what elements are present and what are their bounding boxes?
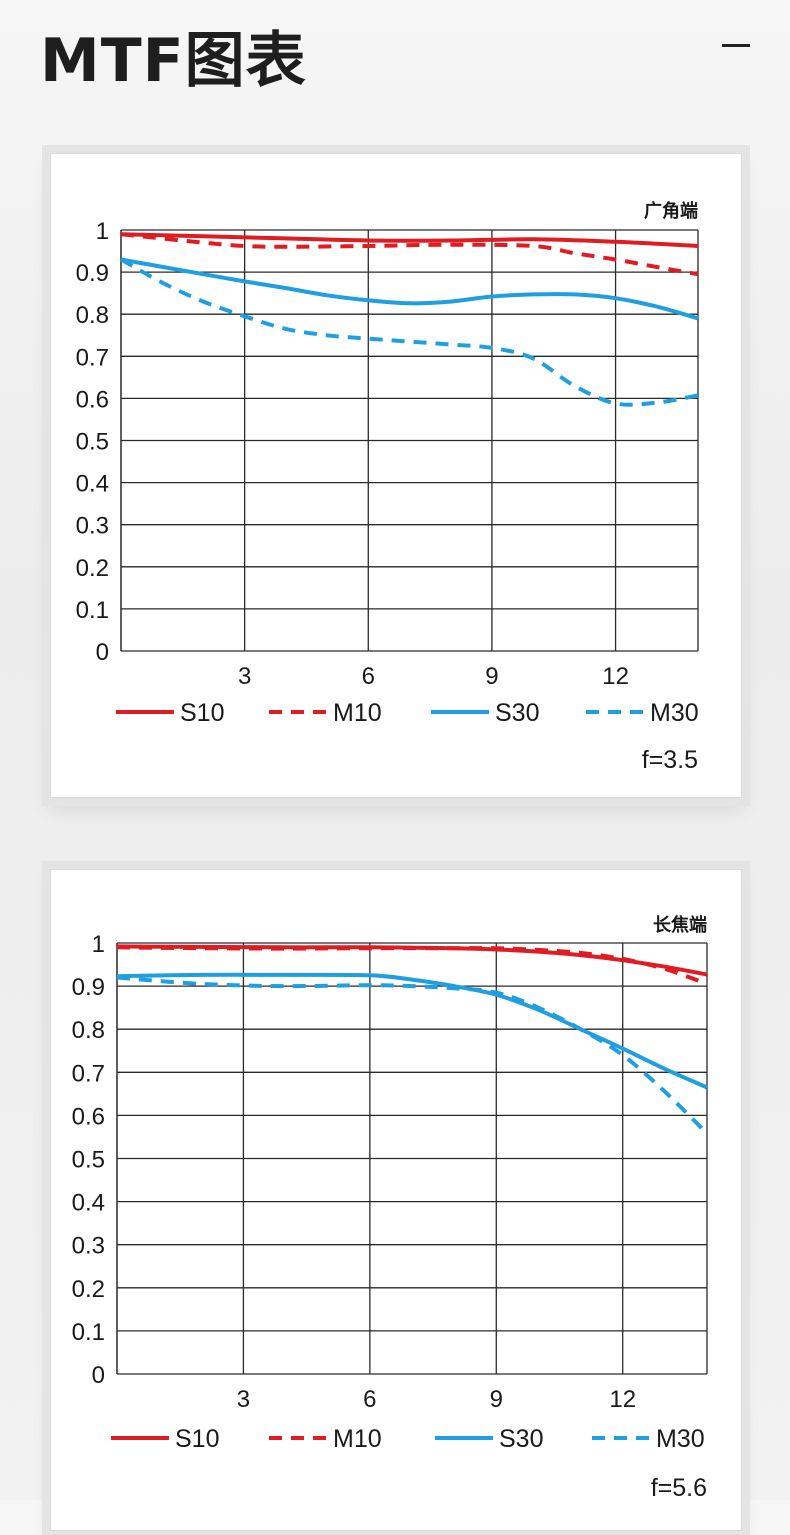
y-tick-label: 0.5 xyxy=(72,1147,105,1174)
x-tick-label: 6 xyxy=(362,663,375,690)
x-tick-label: 3 xyxy=(238,663,251,690)
aperture-label: f=5.6 xyxy=(651,1474,707,1502)
legend-label-m30: M30 xyxy=(656,1425,705,1453)
y-tick-label: 0.9 xyxy=(72,974,105,1001)
y-tick-label: 0.9 xyxy=(76,260,109,287)
mtf-chart-card-tele: 0 0.1 0.2 0.3 0.4 0.5 0.6 0.7 0.8 0.9 1 3 6 9 12 长焦端 S10… xyxy=(50,869,742,1531)
y-tick-label: 0.1 xyxy=(72,1319,105,1346)
series-line-s10 xyxy=(120,232,699,248)
y-tick-label: 0.4 xyxy=(76,471,109,498)
y-tick-label: 0.6 xyxy=(76,386,109,413)
legend-label-m30: M30 xyxy=(650,699,699,727)
x-tick-label: 3 xyxy=(237,1386,250,1413)
series-line-m30 xyxy=(116,975,709,1135)
minimize-icon[interactable] xyxy=(722,44,750,47)
y-tick-label: 0.2 xyxy=(72,1276,105,1303)
legend-label-s10: S10 xyxy=(180,699,224,727)
y-tick-label: 0.1 xyxy=(76,597,109,624)
x-tick-label: 9 xyxy=(485,663,498,690)
series-line-m10 xyxy=(116,945,708,986)
page-title: MTF图表 xyxy=(40,26,307,96)
corner-label: 长焦端 xyxy=(653,914,707,935)
legend-label-m10: M10 xyxy=(333,1425,382,1453)
y-tick-label: 1 xyxy=(96,218,109,245)
mtf-chart-card-wide: 0 0.1 0.2 0.3 0.4 0.5 0.6 0.7 0.8 0.9 1 3 6 9 12 广角端 S10… xyxy=(50,153,742,798)
corner-label: 广角端 xyxy=(644,200,698,221)
x-tick-label: 12 xyxy=(609,1386,636,1413)
y-tick-label: 0 xyxy=(96,639,109,666)
y-tick-label: 0.4 xyxy=(72,1190,105,1217)
legend-label-s30: S30 xyxy=(495,699,539,727)
y-tick-label: 0.2 xyxy=(76,555,109,582)
series-line-m10 xyxy=(120,232,699,277)
series-line-s10 xyxy=(116,944,708,977)
series-line-m30 xyxy=(120,257,699,407)
mtf-chart-wide: 0 0.1 0.2 0.3 0.4 0.5 0.6 0.7 0.8 0.9 1 3 6 9 12 广角端 S10… xyxy=(76,200,699,774)
y-tick-label: 0.3 xyxy=(76,513,109,540)
x-tick-label: 6 xyxy=(363,1386,376,1413)
mtf-chart-tele: 0 0.1 0.2 0.3 0.4 0.5 0.6 0.7 0.8 0.9 1 3 6 9 12 长焦端 S10… xyxy=(72,914,709,1502)
y-tick-label: 1 xyxy=(92,931,105,958)
y-tick-label: 0.8 xyxy=(76,302,109,329)
y-tick-label: 0.8 xyxy=(72,1017,105,1044)
aperture-label: f=3.5 xyxy=(642,746,698,774)
y-tick-label: 0 xyxy=(92,1362,105,1389)
series-line-s30 xyxy=(116,972,708,1090)
x-tick-label: 9 xyxy=(490,1386,503,1413)
y-tick-label: 0.6 xyxy=(72,1103,105,1130)
y-tick-label: 0.5 xyxy=(76,429,109,456)
legend-label-s30: S30 xyxy=(499,1425,543,1453)
y-tick-label: 0.7 xyxy=(76,344,109,371)
y-tick-label: 0.7 xyxy=(72,1060,105,1087)
series-line-s30 xyxy=(120,257,699,321)
x-tick-label: 12 xyxy=(602,663,629,690)
legend-label-s10: S10 xyxy=(175,1425,219,1453)
y-tick-label: 0.3 xyxy=(72,1233,105,1260)
legend-label-m10: M10 xyxy=(333,699,382,727)
